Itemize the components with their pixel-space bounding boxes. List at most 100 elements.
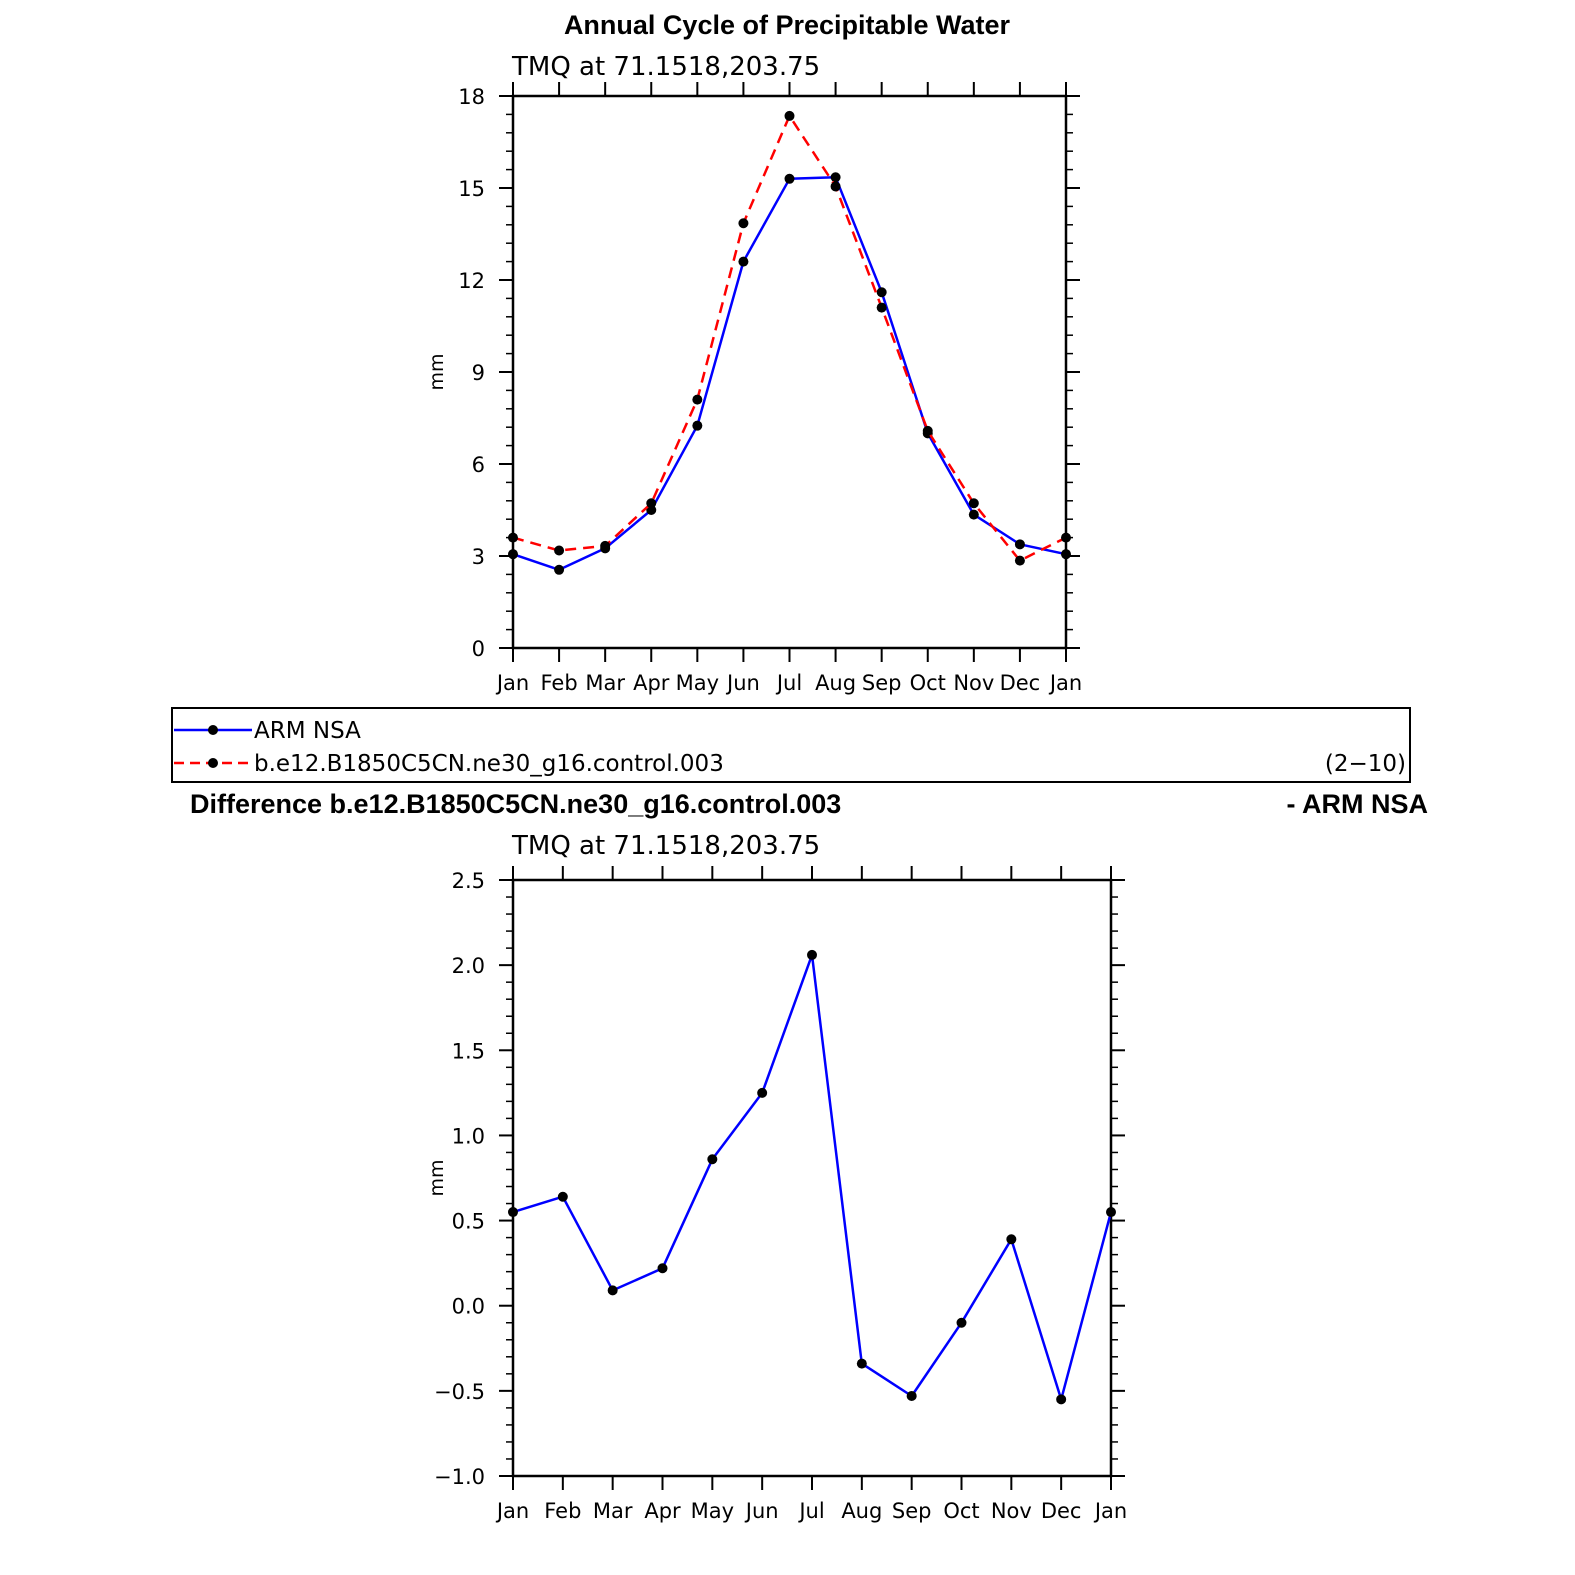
x-tick-label: Dec	[1000, 671, 1041, 695]
y-tick-label: 12	[458, 269, 485, 293]
data-point	[692, 420, 703, 431]
data-point	[784, 173, 795, 184]
x-tick-label: Feb	[544, 1499, 581, 1523]
x-tick-label: Mar	[585, 671, 625, 695]
data-point	[757, 1087, 768, 1098]
series-group	[508, 949, 1116, 1405]
data-point	[554, 545, 565, 556]
x-tick-label: Apr	[633, 671, 670, 695]
difference-title-left: Difference b.e12.B1850C5CN.ne30_g16.cont…	[190, 789, 841, 819]
x-tick-label: Apr	[644, 1499, 681, 1523]
data-point	[1061, 532, 1071, 543]
data-point	[1014, 555, 1025, 566]
series-group	[508, 110, 1071, 575]
x-tick-label: Jan	[1048, 671, 1082, 695]
y-tick-label: 0	[472, 637, 485, 661]
legend-note: (2−10)	[1325, 751, 1406, 777]
x-tick-label: Oct	[943, 1499, 979, 1523]
data-point	[1056, 1394, 1067, 1405]
x-tick-label: May	[676, 671, 719, 695]
legend-marker-model	[208, 758, 218, 768]
legend: ARM NSA b.e12.B1850C5CN.ne30_g16.control…	[171, 707, 1411, 783]
x-tick-label: Nov	[953, 671, 994, 695]
data-point	[508, 1207, 518, 1218]
legend-marker-obs	[208, 725, 218, 735]
data-point	[508, 549, 518, 560]
x-tick-label: Aug	[841, 1499, 882, 1523]
data-point	[830, 172, 841, 183]
y-tick-label: 2.0	[452, 954, 485, 978]
data-point	[906, 1390, 917, 1401]
legend-label-obs: ARM NSA	[254, 718, 361, 744]
plot-area: Jan Feb Mar Apr May Jun Jul Aug Sep Oct Nov Dec Jan−…	[426, 866, 1127, 1523]
data-point	[876, 287, 887, 298]
x-tick-label: Jul	[775, 671, 802, 695]
y-axis-label: mm	[426, 1159, 448, 1196]
y-tick-label: −0.5	[434, 1380, 485, 1404]
data-point	[1006, 1234, 1017, 1245]
y-tick-label: −1.0	[434, 1465, 485, 1489]
data-point	[657, 1263, 668, 1274]
data-point	[956, 1317, 967, 1328]
data-point	[856, 1358, 867, 1369]
chart-title: Annual Cycle of Precipitable Water	[564, 10, 1011, 40]
series-line	[512, 176, 1067, 572]
data-point	[784, 110, 795, 121]
data-point	[807, 949, 817, 960]
legend-box	[171, 707, 1411, 783]
x-tick-label: Nov	[991, 1499, 1032, 1523]
y-tick-label: 0.5	[452, 1210, 485, 1234]
y-tick-label: 18	[458, 85, 485, 109]
x-tick-label: Jan	[1093, 1499, 1127, 1523]
y-tick-label: 2.5	[452, 869, 485, 893]
data-point	[600, 540, 611, 551]
x-tick-label: Jun	[744, 1499, 779, 1523]
y-tick-label: 9	[472, 361, 485, 385]
series-line	[512, 953, 1113, 1401]
x-tick-label: Sep	[862, 671, 902, 695]
legend-label-model: b.e12.B1850C5CN.ne30_g16.control.003	[254, 751, 724, 777]
x-tick-label: Dec	[1041, 1499, 1082, 1523]
data-point	[607, 1285, 618, 1296]
x-tick-label: Oct	[910, 671, 946, 695]
y-tick-label: 15	[458, 177, 485, 201]
difference-chart: Difference b.e12.B1850C5CN.ne30_g16.cont…	[190, 789, 1428, 1523]
y-tick-label: 3	[472, 545, 485, 569]
y-tick-label: 0.0	[452, 1295, 485, 1319]
y-tick-label: 1.0	[452, 1124, 485, 1148]
precipitable-water-chart: Annual Cycle of Precipitable Water TMQ a…	[426, 10, 1082, 695]
plot-frame	[511, 878, 1113, 1478]
data-point	[707, 1154, 718, 1165]
x-tick-label: Jul	[797, 1499, 824, 1523]
difference-title-right: - ARM NSA	[1287, 789, 1429, 819]
x-tick-label: Sep	[892, 1499, 932, 1523]
data-point	[508, 532, 518, 543]
data-point	[830, 181, 841, 192]
x-tick-label: Jan	[495, 1499, 529, 1523]
data-point	[557, 1191, 568, 1202]
data-point	[1014, 539, 1025, 550]
data-point	[646, 498, 657, 509]
chart-subtitle: TMQ at 71.1518,203.75	[511, 52, 820, 82]
x-tick-label: May	[691, 1499, 734, 1523]
data-point	[968, 498, 979, 509]
chart-subtitle: TMQ at 71.1518,203.75	[511, 831, 820, 861]
x-tick-label: Mar	[593, 1499, 633, 1523]
data-point	[738, 256, 749, 267]
data-point	[968, 509, 979, 520]
data-point	[876, 302, 887, 313]
x-tick-label: Aug	[815, 671, 856, 695]
x-tick-label: Jun	[725, 671, 760, 695]
data-point	[1061, 549, 1071, 560]
data-point	[738, 218, 749, 229]
plot-area: Jan Feb Mar Apr May Jun Jul Aug Sep Oct Nov Dec Jan 0…	[426, 82, 1082, 695]
data-point	[554, 564, 565, 575]
data-point	[922, 425, 933, 436]
data-point	[1106, 1207, 1116, 1218]
y-tick-label: 1.5	[452, 1039, 485, 1063]
y-tick-label: 6	[472, 453, 485, 477]
x-tick-label: Feb	[540, 671, 577, 695]
data-point	[692, 394, 703, 405]
x-tick-label: Jan	[495, 671, 529, 695]
